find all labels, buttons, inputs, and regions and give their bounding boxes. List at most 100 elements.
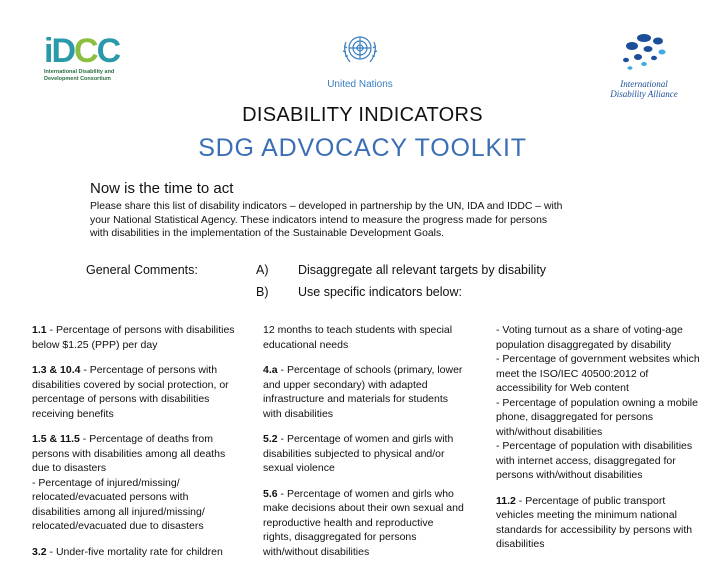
indicator-text: with disabilities [263,407,334,420]
indicator-text: due to disasters [32,462,107,474]
ida-dots-icon [623,34,666,70]
indicator-line: disabilities subjected to physical and/o… [263,447,481,462]
indicator-line: with/without disabilities [263,545,481,560]
indicator-column-2: 12 months to teach students with special… [263,323,481,570]
indicator-code: 5.6 [263,487,278,500]
indicator-text: - Percentage of schools (primary, lower [280,364,463,376]
idcc-name-line2: Development Consortium [44,76,111,82]
indicator-text: - Percentage of population with disabili… [496,440,693,452]
page-subtitle: SDG ADVOCACY TOOLKIT [198,134,527,162]
indicator-line: 3.2 - Under-five mortality rate for chil… [32,545,252,560]
indicator-line: 5.6 - Percentage of women and girls who [263,487,481,502]
ida-name-line2: Disability Alliance [610,89,678,99]
indicator-text: percentage of persons with disabilities [32,393,210,405]
indicator-text: with/without disabilities [263,545,370,558]
indicator-entry: 11.2 - Percentage of public transport veh… [496,494,718,552]
indicator-text: disabilities [496,538,545,550]
indicator-text: - Under-five mortality rate for children [49,545,223,558]
indicator-line: - Voting turnout as a share of voting-ag… [496,323,718,338]
intro-body: Please share this list of disability ind… [90,200,610,241]
indicator-line: sexual violence [263,461,481,476]
indicator-text: meet the ISO/IEC 40500:2012 of [496,367,649,380]
intro-heading: Now is the time to act [90,180,234,197]
indicator-line: accessibility for Web content [496,381,718,396]
indicator-text: infrastructure and materials for student… [263,393,449,405]
indicator-line: due to disasters [32,461,252,476]
indicator-text: - Percentage of women and girls with [280,433,454,445]
indicator-line: receiving benefits [32,407,252,422]
indicator-line: percentage of persons with disabilities [32,392,252,407]
indicator-entry: 3.2 - Under-five mortality rate for chil… [32,545,252,560]
indicator-line: disabilities among all injured/missing/ [32,505,252,520]
indicator-text: population disaggregated by disability [496,338,672,351]
indicator-text: relocated/evacuated due to disasters [32,520,204,532]
page-title: DISABILITY INDICATORS [242,104,483,126]
comments-text: Use specific indicators below: [298,285,462,299]
indicator-line: persons with/without disabilities [496,468,718,483]
indicator-text: - Percentage of population owning a mobi… [496,396,698,409]
indicator-text: reproductive health and reproductive [263,516,434,529]
comments-row: General Comments: A) Disaggregate all re… [86,259,546,281]
comments-row: B) Use specific indicators below: [86,281,546,303]
ida-logo: International Disability Alliance [606,30,682,99]
indicator-text: educational needs [263,338,349,351]
indicator-line: 1.3 & 10.4 - Percentage of persons with [32,363,252,378]
intro-line: Please share this list of disability ind… [90,201,563,212]
indicator-text: disabilities covered by social protectio… [32,378,229,391]
idcc-name-line1: International Disability and [44,69,115,75]
indicator-line: 4.a - Percentage of schools (primary, lo… [263,363,481,378]
indicator-text: make decisions about their own sexual an… [263,502,464,514]
indicator-text: phone, disaggregated for persons [496,411,654,423]
un-logo: United Nations [318,28,402,90]
indicator-text: 12 months to teach students with special [263,324,453,336]
indicator-line: relocated/evacuated persons with [32,490,252,505]
indicator-line: 12 months to teach students with special [263,323,481,338]
indicator-entry: 5.6 - Percentage of women and girls who m… [263,487,481,560]
indicator-line: - Percentage of population owning a mobi… [496,396,718,411]
indicator-entry: 5.2 - Percentage of women and girls with… [263,432,481,476]
indicator-code: 1.5 & 11.5 [32,433,80,445]
indicator-line: educational needs [263,338,481,353]
indicator-text: with/without disabilities [496,425,603,438]
indicator-line: standards for accessibility by persons w… [496,523,718,538]
comments-label: General Comments: [86,263,198,277]
indicator-line: - Percentage of government websites whic… [496,352,718,367]
indicator-code: 3.2 [32,545,47,558]
indicator-text: disabilities subjected to physical and/o… [263,447,445,460]
intro-line: with disabilities in the implementation … [90,228,445,240]
indicator-text: below $1.25 (PPP) per day [32,338,158,351]
indicator-text: receiving benefits [32,407,114,420]
un-emblem-icon [342,36,378,63]
indicator-text: - Percentage of persons with disabilitie… [49,324,235,336]
indicator-line: make decisions about their own sexual an… [263,501,481,516]
indicator-text: - Percentage of deaths from [82,433,213,445]
indicator-code: 4.a [263,364,278,376]
indicator-text: - Percentage of persons with [83,364,218,376]
indicator-line: disabilities covered by social protectio… [32,378,252,393]
indicator-text: accessibility for Web content [496,382,629,394]
indicator-entry: 1.5 & 11.5 - Percentage of deaths from pe… [32,432,252,534]
idcc-logo: iDCC International Disability and Develo… [44,34,134,90]
indicator-column-1: 1.1 - Percentage of persons with disabil… [32,323,252,570]
indicator-entry: 1.3 & 10.4 - Percentage of persons with d… [32,363,252,421]
indicator-line: and upper secondary) with adapted [263,378,481,393]
indicator-text: - Percentage of public transport [518,494,666,507]
indicator-text: - Percentage of injured/missing/ [32,476,180,489]
ida-name-line1: International [620,79,668,89]
indicator-text: - Percentage of women and girls who [280,487,454,500]
indicator-text: vehicles meeting the minimum national [496,509,677,521]
intro-line: your National Statistical Agency. These … [90,214,548,226]
indicator-line: reproductive health and reproductive [263,516,481,531]
indicator-entry: 4.a - Percentage of schools (primary, lo… [263,363,481,421]
indicator-text: persons with/without disabilities [496,469,643,481]
indicator-line: with/without disabilities [496,425,718,440]
un-logo-name: United Nations [327,79,393,90]
indicator-line: infrastructure and materials for student… [263,392,481,407]
indicator-line: 11.2 - Percentage of public transport [496,494,718,509]
indicator-line: rights, disaggregated for persons [263,530,481,545]
general-comments: General Comments: A) Disaggregate all re… [86,259,546,303]
indicator-code: 5.2 [263,433,278,445]
indicator-code: 1.1 [32,324,47,336]
indicator-entry: 1.1 - Percentage of persons with disabil… [32,323,252,352]
indicator-text: rights, disaggregated for persons [263,531,417,543]
